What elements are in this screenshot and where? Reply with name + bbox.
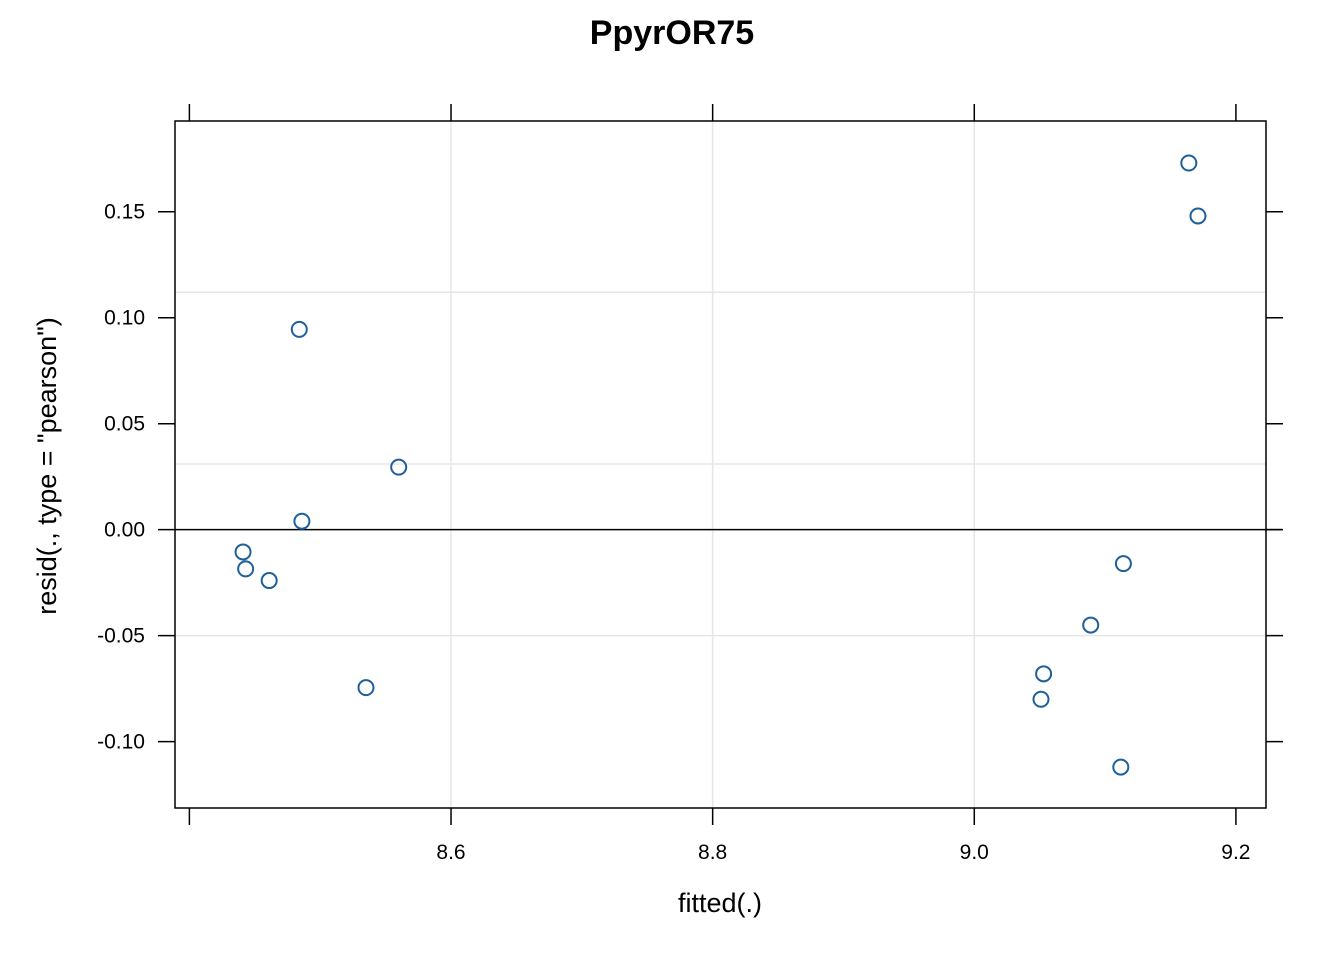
- data-point-7: [1032, 690, 1050, 708]
- data-point-12: [1180, 154, 1198, 172]
- data-point-0: [234, 543, 252, 561]
- x-tick-label-3: 9.2: [1221, 841, 1250, 864]
- x-tick-label-0: 8.6: [436, 841, 465, 864]
- y-tick-label-2: 0.00: [104, 519, 145, 542]
- y-tick-label-3: 0.05: [104, 413, 145, 436]
- plot-frame: [174, 120, 1267, 809]
- data-point-6: [390, 458, 408, 476]
- y-axis-label: resid(., type = "pearson"): [32, 317, 62, 615]
- data-point-1: [237, 560, 255, 578]
- data-point-3: [290, 320, 308, 338]
- data-point-11: [1114, 555, 1132, 573]
- data-point-4: [293, 512, 311, 530]
- data-point-2: [260, 572, 278, 590]
- data-points: [234, 154, 1207, 776]
- y-tick-label-4: 0.10: [104, 307, 145, 330]
- y-tick-label-5: 0.15: [104, 201, 145, 224]
- chart-title: PpyrOR75: [590, 14, 754, 52]
- data-point-5: [357, 679, 375, 697]
- x-tick-label-1: 8.8: [698, 841, 727, 864]
- axis-ticks: 8.6 8.8 9.0 9.2 -0.10 -0.05 0.00 0.05 0.10 0.15: [97, 104, 1283, 864]
- grid-lines: [175, 121, 1266, 808]
- data-point-9: [1082, 616, 1100, 634]
- data-point-13: [1189, 207, 1207, 225]
- y-tick-label-1: -0.05: [97, 625, 145, 648]
- x-axis-label: fitted(.): [678, 888, 762, 918]
- data-point-10: [1112, 758, 1130, 776]
- x-tick-label-2: 9.0: [960, 841, 989, 864]
- data-point-8: [1035, 665, 1053, 683]
- y-tick-label-0: -0.10: [97, 731, 145, 754]
